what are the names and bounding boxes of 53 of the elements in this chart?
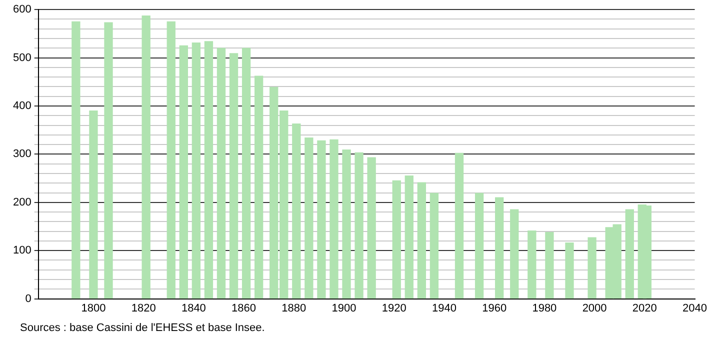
bar [625,209,634,299]
x-tick-label: 1800 [81,302,106,314]
bar [229,53,238,299]
bar [495,197,504,299]
bar [392,180,401,299]
bar [292,124,301,299]
source-note: Sources : base Cassini de l'EHESS et base Insee. [20,322,265,334]
bar [474,192,484,299]
x-tick-label: 1960 [482,302,507,314]
bar [192,42,201,299]
bar [545,232,554,299]
bar [454,152,464,299]
x-tick-label: 1880 [282,302,306,314]
y-tick-label: 500 [12,52,32,64]
bar [588,237,596,299]
y-tick-label: 300 [12,148,32,160]
x-tick-label: 1860 [232,302,256,314]
bar [242,48,251,299]
bar [317,140,326,299]
bar [166,21,176,299]
bar [367,157,376,299]
bar [104,22,113,299]
y-tick-label: 200 [12,196,32,208]
y-tick-label: 400 [12,100,32,112]
x-tick-label: 1980 [532,302,557,314]
bar [417,182,426,299]
x-tick-label: 2000 [582,302,607,314]
x-tick-label: 2040 [682,302,708,314]
y-tick-label: 100 [12,244,32,257]
bar [216,48,226,299]
bar [565,242,574,299]
bar [528,230,536,299]
x-tick-label: 1920 [382,302,406,314]
y-tick-label: 600 [12,4,32,16]
bar [510,209,519,299]
bar [89,110,98,299]
bar [354,152,364,299]
bar [330,139,338,299]
bar [404,176,414,299]
bar [430,192,439,299]
y-tick-label: 0 [25,292,32,305]
x-tick-label: 1900 [332,302,356,314]
bar [179,45,188,299]
x-tick-label: 1940 [432,302,456,314]
bar [204,41,214,299]
x-tick-label: 1840 [181,302,206,314]
x-tick-label: 1820 [131,302,156,314]
bar [142,16,150,299]
x-tick-label: 2020 [632,302,657,314]
bar [304,137,314,299]
bar [342,150,351,299]
bar [254,76,264,299]
bar [72,21,80,299]
